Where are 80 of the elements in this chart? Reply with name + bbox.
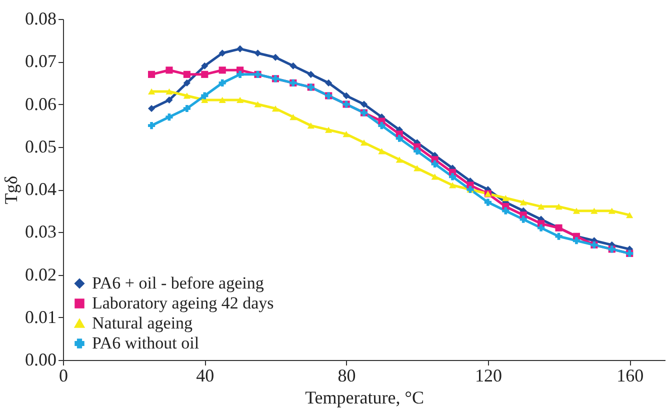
point	[325, 126, 332, 133]
point	[325, 79, 332, 86]
y-axis-title: Tgδ	[1, 176, 21, 204]
y-tick-label: 0.08	[25, 8, 56, 28]
point	[272, 105, 280, 112]
point	[218, 96, 226, 104]
point	[378, 122, 386, 130]
point	[254, 50, 262, 57]
point	[572, 208, 580, 214]
point	[218, 79, 226, 86]
x-tick-label: 160	[616, 366, 644, 386]
legend-label: PA6 without oil	[92, 334, 200, 352]
point	[290, 114, 297, 120]
point	[236, 45, 244, 52]
point	[148, 104, 156, 112]
y-tick-label: 0.03	[25, 222, 56, 242]
point	[538, 224, 545, 232]
point	[538, 203, 545, 210]
y-tick-label: 0.05	[25, 136, 56, 156]
point	[448, 182, 456, 188]
point	[307, 70, 314, 78]
point	[218, 50, 226, 57]
point	[183, 104, 190, 112]
point	[626, 212, 634, 218]
x-tick-label: 0	[59, 366, 68, 386]
y-tick-label: 0.01	[25, 306, 56, 327]
point	[183, 79, 190, 86]
legend-label: Natural ageing	[92, 314, 194, 332]
point	[431, 174, 438, 180]
point	[148, 122, 156, 130]
point	[590, 208, 598, 214]
point	[414, 165, 421, 172]
x-tick-label: 40	[196, 366, 214, 386]
point	[555, 203, 562, 210]
point	[148, 70, 156, 78]
point	[166, 96, 173, 104]
point	[183, 92, 190, 99]
point	[431, 160, 438, 168]
y-tick-label: 0.02	[25, 264, 56, 284]
legend-label: Laboratory ageing 42 days	[92, 294, 274, 312]
point	[236, 70, 244, 78]
point	[342, 131, 350, 138]
point	[396, 156, 403, 163]
point	[342, 92, 350, 100]
point	[183, 70, 190, 78]
y-tick-label: 0.06	[25, 94, 56, 114]
point	[572, 237, 580, 244]
y-tick-label: 0.07	[25, 51, 56, 72]
point	[608, 208, 616, 214]
point	[166, 88, 173, 95]
point	[396, 134, 403, 142]
x-tick-label: 120	[474, 366, 502, 386]
x-tick-label: 80	[338, 366, 356, 386]
point	[520, 199, 527, 206]
y-tick-label: 0.04	[25, 179, 56, 199]
point	[201, 92, 208, 100]
point	[166, 114, 173, 121]
y-tick-label: 0.00	[25, 350, 56, 370]
point	[555, 232, 562, 240]
point	[520, 216, 527, 223]
point	[502, 194, 510, 202]
point	[484, 198, 492, 206]
x-axis-title: Temperature, °C	[305, 388, 424, 408]
point	[201, 70, 208, 78]
point	[502, 207, 510, 214]
point	[272, 54, 280, 61]
point	[218, 66, 226, 74]
point	[414, 148, 421, 155]
point	[360, 100, 368, 108]
point	[236, 96, 244, 104]
point	[166, 66, 173, 74]
point	[360, 140, 368, 146]
point	[378, 148, 386, 154]
legend-label: PA6 + oil - before ageing	[92, 274, 264, 292]
point	[290, 62, 297, 70]
point	[307, 122, 314, 129]
point	[254, 101, 262, 108]
point	[448, 173, 456, 180]
point	[148, 88, 156, 95]
point	[201, 62, 208, 70]
